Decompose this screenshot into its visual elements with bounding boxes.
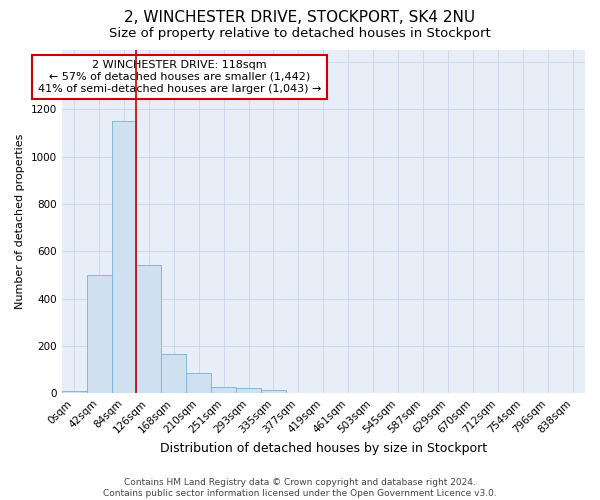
Text: 2, WINCHESTER DRIVE, STOCKPORT, SK4 2NU: 2, WINCHESTER DRIVE, STOCKPORT, SK4 2NU [124,10,476,25]
Bar [112,121,136,394]
Text: 2 WINCHESTER DRIVE: 118sqm
← 57% of detached houses are smaller (1,442)
41% of s: 2 WINCHESTER DRIVE: 118sqm ← 57% of deta… [38,60,321,94]
Bar [186,373,211,394]
Y-axis label: Number of detached properties: Number of detached properties [15,134,25,310]
Bar [211,386,236,394]
Bar [236,388,261,394]
Text: Size of property relative to detached houses in Stockport: Size of property relative to detached ho… [109,28,491,40]
Text: Contains HM Land Registry data © Crown copyright and database right 2024.
Contai: Contains HM Land Registry data © Crown c… [103,478,497,498]
X-axis label: Distribution of detached houses by size in Stockport: Distribution of detached houses by size … [160,442,487,455]
Bar [86,275,112,394]
Bar [161,354,186,394]
Bar [62,391,86,394]
Bar [136,266,161,394]
Bar [261,390,286,394]
